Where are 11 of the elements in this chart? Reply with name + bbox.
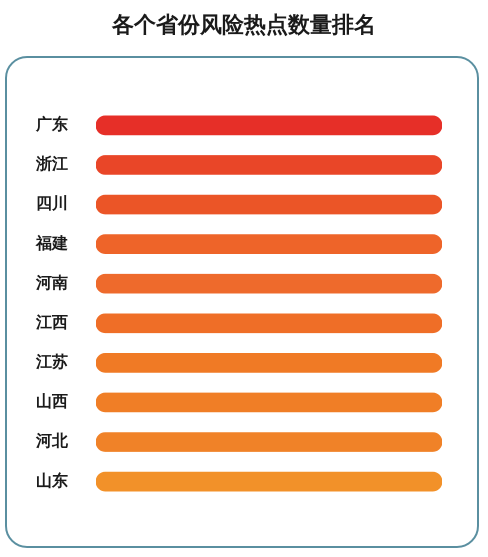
- y-tick-label: 四川: [36, 194, 68, 213]
- y-tick-label: 山东: [36, 470, 68, 490]
- y-tick-label: 福建: [35, 233, 68, 252]
- y-tick-label: 山西: [36, 392, 68, 411]
- y-tick-label: 江西: [35, 312, 68, 332]
- y-tick-label: 河北: [35, 431, 69, 450]
- y-tick-label: 河南: [35, 272, 68, 292]
- y-tick-label: 广东: [35, 114, 68, 134]
- chart-title: 各个省份风险热点数量排名: [110, 12, 377, 40]
- y-tick-label: 浙江: [35, 154, 68, 174]
- y-tick-label: 江苏: [35, 352, 68, 372]
